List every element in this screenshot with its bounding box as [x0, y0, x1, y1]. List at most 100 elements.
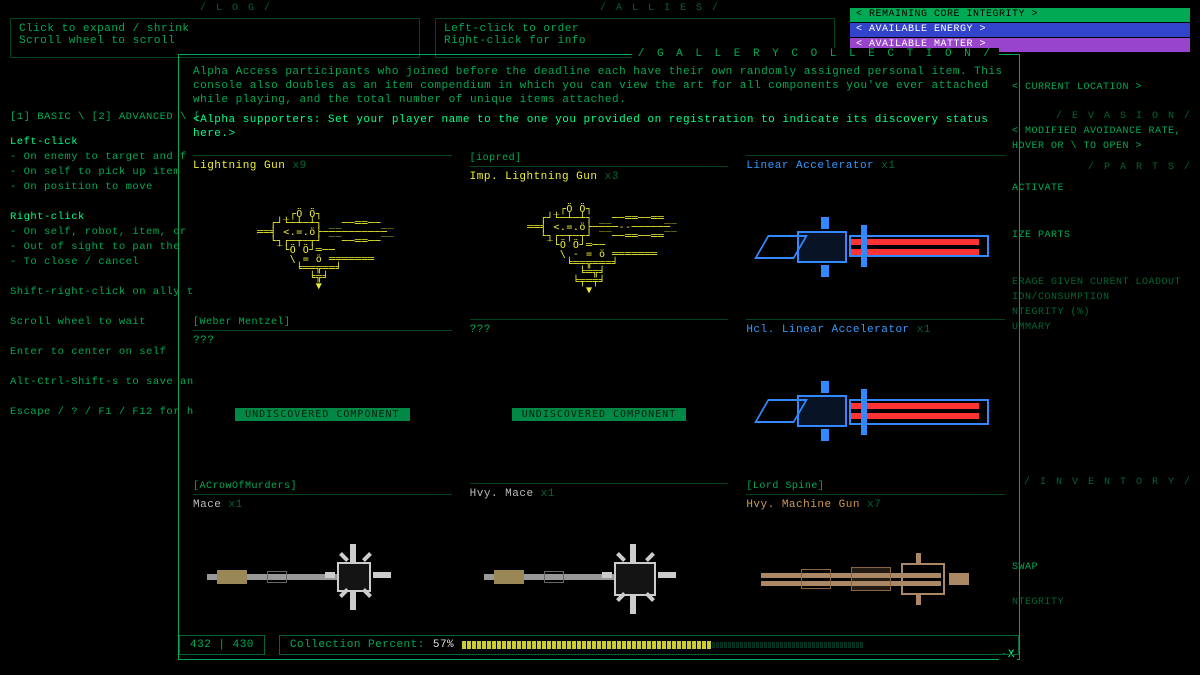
item-art	[746, 187, 1005, 313]
progress-pip	[792, 642, 795, 648]
parts-line: ACTIVATE	[1012, 181, 1192, 196]
intro-text: Alpha Access participants who joined bef…	[193, 66, 1003, 106]
gallery-item[interactable]: [iopred] Imp. Lightning Gun x3 _┌Ö Ö┐ ┌┘…	[470, 153, 729, 313]
collection-counter: 432 | 430	[179, 635, 265, 655]
progress-pip	[597, 641, 601, 649]
progress-pip	[764, 642, 767, 648]
undiscovered-badge: UNDISCOVERED COMPONENT	[235, 408, 409, 421]
inv-line: SWAP	[1012, 560, 1192, 575]
gallery-item[interactable]: Linear Accelerator x1	[746, 153, 1005, 313]
progress-pip	[492, 641, 496, 649]
progress-pip	[848, 642, 851, 648]
gallery-item[interactable]: Hvy. Mace x1	[470, 481, 729, 641]
progress-pip	[808, 642, 811, 648]
progress-pip	[716, 642, 719, 648]
gallery-item[interactable]: Lightning Gun x9 _┌Ö Ö┐ ┌┘└─┴─┴┐ __──══─…	[193, 153, 452, 313]
progress-pip	[577, 641, 581, 649]
progress-pip	[482, 641, 486, 649]
progress-pip	[667, 641, 671, 649]
item-count: x1	[541, 488, 555, 500]
progress-pip	[557, 641, 561, 649]
progress-pip	[617, 641, 621, 649]
item-owner: [Weber Mentzel]	[193, 317, 452, 328]
progress-pip	[477, 641, 481, 649]
progress-pip	[748, 642, 751, 648]
progress-pip	[672, 641, 676, 649]
progress-pip	[697, 641, 701, 649]
item-art	[470, 515, 729, 641]
progress-pip	[832, 642, 835, 648]
progress-pip	[502, 641, 506, 649]
progress-pip	[752, 642, 755, 648]
item-count: x1	[229, 499, 243, 511]
progress-pip	[736, 642, 739, 648]
progress-pip	[612, 641, 616, 649]
progress-pip	[796, 642, 799, 648]
progress-pip	[760, 642, 763, 648]
allies-line: Left-click to order	[444, 23, 826, 35]
progress-pip	[702, 641, 706, 649]
log-label: / L O G /	[200, 3, 272, 14]
item-count: x3	[605, 171, 619, 183]
progress-pip	[692, 641, 696, 649]
progress-pip	[627, 641, 631, 649]
gallery-item[interactable]: [Lord Spine] Hvy. Machine Gun x7	[746, 481, 1005, 641]
progress-pip	[527, 641, 531, 649]
gallery-item[interactable]: [Weber Mentzel] ??? UNDISCOVERED COMPONE…	[193, 317, 452, 477]
gallery-item[interactable]: [ACrowOfMurders] Mace x1	[193, 481, 452, 641]
progress-pip	[552, 641, 556, 649]
parts-line: UMMARY	[1012, 320, 1192, 335]
evasion-line: HOVER OR \ TO OPEN >	[1012, 139, 1192, 154]
log-line: Click to expand / shrink	[19, 23, 411, 35]
item-name: Hvy. Machine Gun x7	[746, 499, 1005, 511]
item-name: ???	[193, 335, 452, 347]
progress-pip	[816, 642, 819, 648]
gallery-item[interactable]: Hcl. Linear Accelerator x1	[746, 317, 1005, 477]
progress-pip	[572, 641, 576, 649]
collection-progress: Collection Percent: 57%	[279, 635, 1019, 655]
gallery-item[interactable]: ??? UNDISCOVERED COMPONENT	[470, 317, 729, 477]
progress-pip	[728, 642, 731, 648]
parts-line: ION/CONSUMPTION	[1012, 290, 1192, 305]
progress-pip	[828, 642, 831, 648]
parts-line: ERAGE GIVEN CURENT LOADOUT	[1012, 275, 1192, 290]
progress-pip	[677, 641, 681, 649]
progress-pip	[622, 641, 626, 649]
progress-pip	[462, 641, 466, 649]
progress-pip	[662, 641, 666, 649]
progress-pip	[712, 642, 715, 648]
progress-pip	[587, 641, 591, 649]
progress-pip	[592, 641, 596, 649]
item-name: Mace x1	[193, 499, 452, 511]
gallery-intro: Alpha Access participants who joined bef…	[193, 65, 1005, 141]
progress-pip	[824, 642, 827, 648]
progress-track	[462, 640, 1008, 650]
item-name: Imp. Lightning Gun x3	[470, 171, 729, 183]
parts-line: NTEGRITY (%)	[1012, 305, 1192, 320]
item-owner: [Lord Spine]	[746, 481, 1005, 492]
evasion-line: < MODIFIED AVOIDANCE RATE,	[1012, 124, 1192, 139]
progress-pip	[744, 642, 747, 648]
inventory-label: / I N V E N T O R Y /	[1012, 475, 1192, 490]
progress-pip	[562, 641, 566, 649]
allies-label: / A L L I E S /	[600, 3, 720, 14]
item-art	[746, 351, 1005, 477]
item-name: Hcl. Linear Accelerator x1	[746, 324, 1005, 336]
parts-line: IZE PARTS	[1012, 228, 1192, 243]
progress-pip	[784, 642, 787, 648]
progress-pip	[472, 641, 476, 649]
location-label: < CURRENT LOCATION >	[1012, 80, 1192, 95]
progress-pip	[836, 642, 839, 648]
gallery-title: / G A L L E R Y C O L L E C T I O N /	[632, 48, 999, 60]
progress-pip	[720, 642, 723, 648]
progress-pip	[776, 642, 779, 648]
item-owner: [iopred]	[470, 153, 729, 164]
log-panel[interactable]: Click to expand / shrink Scroll wheel to…	[10, 18, 420, 58]
progress-pip	[732, 642, 735, 648]
gallery-grid: Lightning Gun x9 _┌Ö Ö┐ ┌┘└─┴─┴┐ __──══─…	[193, 153, 1005, 641]
progress-pip	[522, 641, 526, 649]
right-column: < CURRENT LOCATION > / E V A S I O N / <…	[1012, 80, 1192, 610]
progress-pip	[860, 642, 863, 648]
item-count: x1	[881, 160, 895, 172]
progress-pip	[856, 642, 859, 648]
